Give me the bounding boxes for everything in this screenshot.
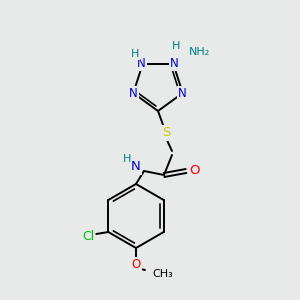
Text: N: N xyxy=(170,58,179,70)
Text: N: N xyxy=(129,86,138,100)
Text: N: N xyxy=(131,160,141,173)
Text: CH₃: CH₃ xyxy=(152,269,173,279)
Text: O: O xyxy=(131,257,141,271)
Text: S: S xyxy=(162,127,170,140)
Text: H: H xyxy=(123,154,131,164)
Text: O: O xyxy=(190,164,200,178)
Text: H: H xyxy=(172,41,181,51)
Text: H: H xyxy=(130,49,139,59)
Text: Cl: Cl xyxy=(82,230,94,242)
Text: N: N xyxy=(137,58,146,70)
Text: NH₂: NH₂ xyxy=(189,47,211,57)
Text: N: N xyxy=(178,86,187,100)
